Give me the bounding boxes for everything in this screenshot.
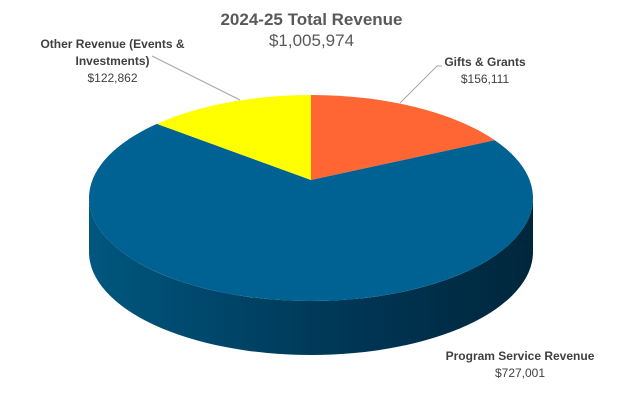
label-value: $727,001 xyxy=(494,366,546,380)
leader-line-gifts xyxy=(399,65,442,104)
label-name: Gifts & Grants xyxy=(444,55,526,69)
leader-line-other xyxy=(151,55,241,101)
label-name: Other Revenue (Events & Investments) xyxy=(40,37,185,68)
pie-slice-2 xyxy=(156,95,311,180)
title-text: 2024-25 Total Revenue xyxy=(220,10,403,29)
pie-slice-0 xyxy=(311,95,495,180)
total-value: $1,005,974 xyxy=(268,31,355,50)
pie-side-wall xyxy=(89,198,533,355)
pie-slice-1 xyxy=(89,123,534,301)
chart-title: 2024-25 Total Revenue $1,005,974 xyxy=(0,9,623,52)
data-label-gifts: Gifts & Grants $156,111 xyxy=(430,54,540,88)
label-name: Program Service Revenue xyxy=(445,349,595,363)
data-label-other: Other Revenue (Events & Investments) $12… xyxy=(30,36,195,87)
label-value: $122,862 xyxy=(87,71,138,85)
label-value: $156,111 xyxy=(460,72,510,86)
data-label-program: Program Service Revenue $727,001 xyxy=(420,348,620,382)
